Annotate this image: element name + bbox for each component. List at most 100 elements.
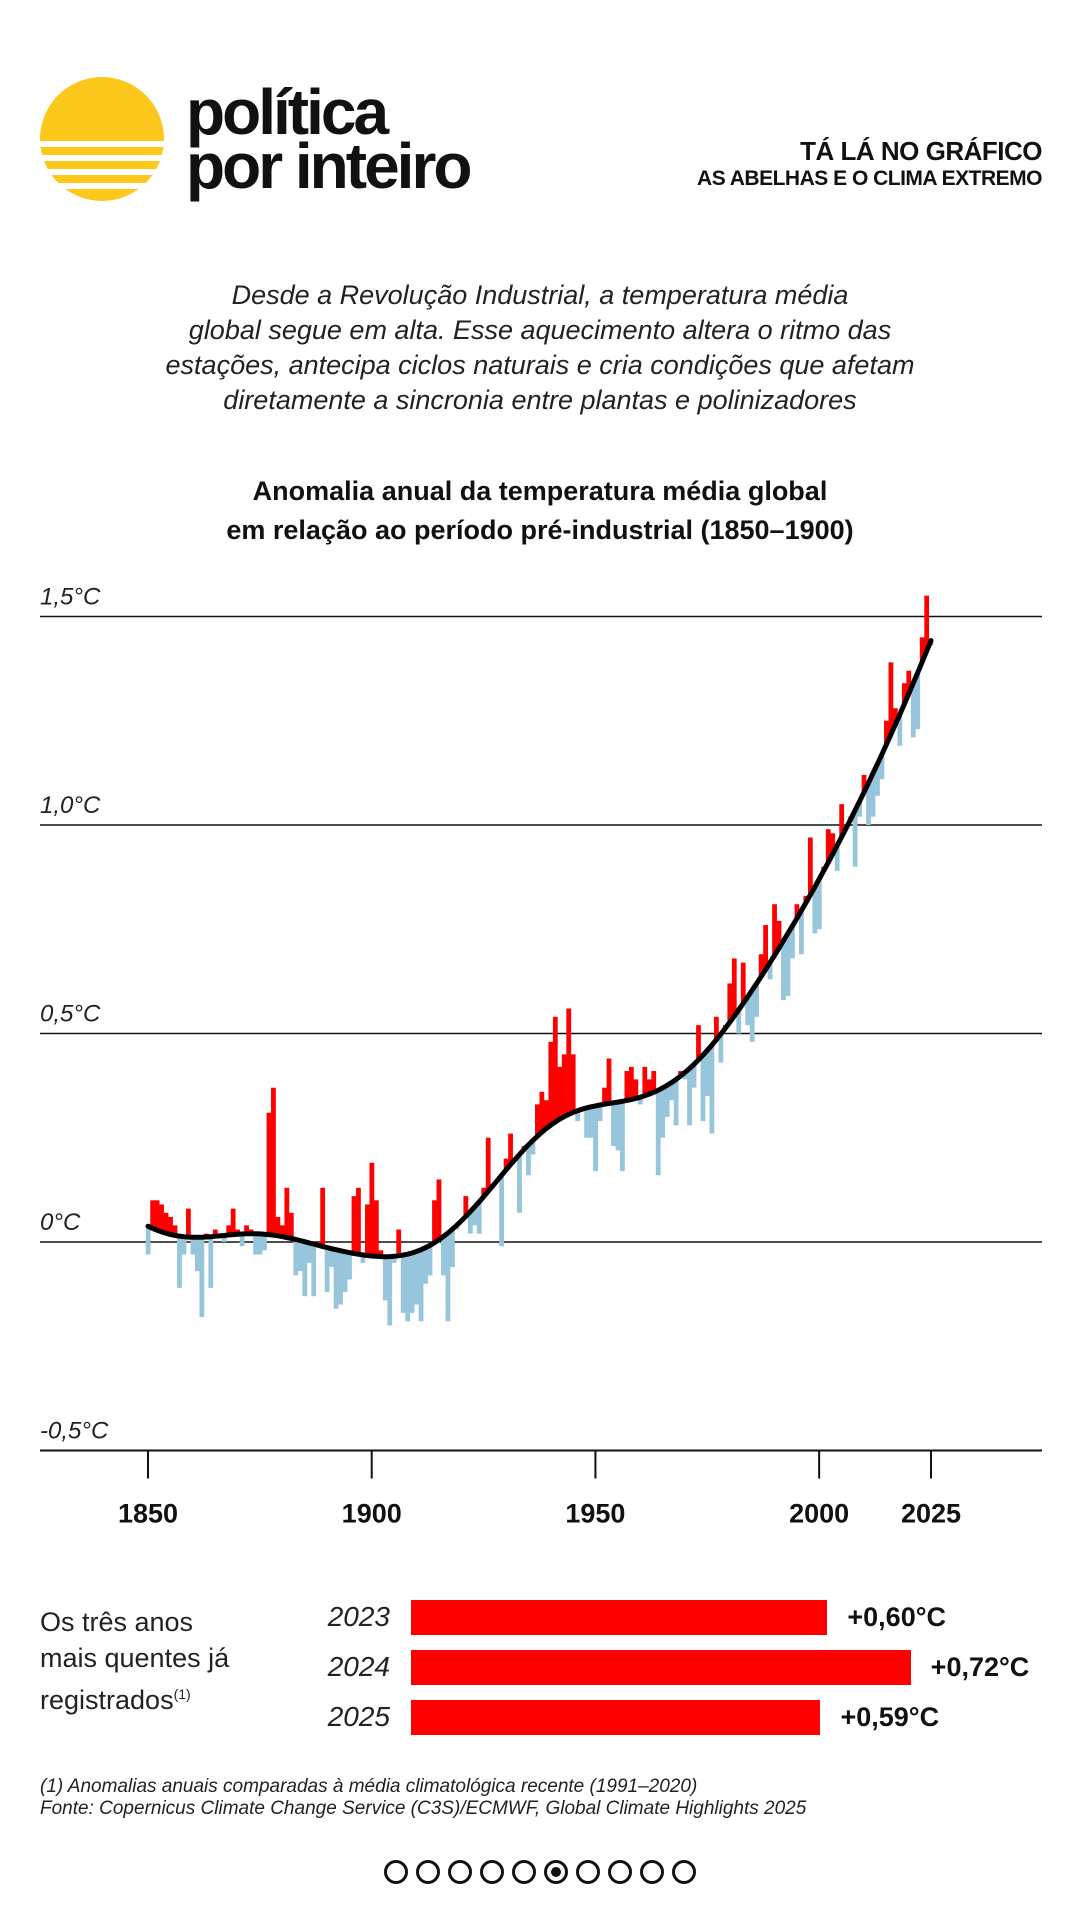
carousel-pager (0, 1860, 1080, 1884)
brand-name-line2: por inteiro (186, 130, 472, 202)
bar-1949 (588, 1106, 594, 1138)
bar-1929 (499, 1175, 505, 1247)
bar-1956 (620, 1101, 625, 1172)
hot-year-value: +0,60°C (847, 1602, 947, 1632)
bar-1904 (387, 1256, 393, 1326)
y-tick-label: 0,5°C (40, 1001, 101, 1028)
pager-dot[interactable] (448, 1860, 472, 1884)
bar-1933 (517, 1154, 522, 1213)
bar-1898 (360, 1254, 366, 1263)
pager-dot-active[interactable] (544, 1860, 568, 1884)
bar-1860 (190, 1237, 196, 1255)
bar-1902 (378, 1250, 384, 1257)
bar-1975 (705, 1050, 710, 1097)
pager-dot[interactable] (416, 1860, 440, 1884)
pager-dot[interactable] (672, 1860, 696, 1884)
pager-dot[interactable] (576, 1860, 600, 1884)
hot-year-bar-2024 (411, 1650, 911, 1685)
bar-1879 (275, 1216, 281, 1236)
bar-1867 (221, 1235, 227, 1242)
bar-1950 (593, 1105, 598, 1172)
bar-1946 (575, 1110, 581, 1122)
bar-1962 (646, 1079, 652, 1095)
bar-1883 (293, 1239, 299, 1276)
bar-1957 (624, 1071, 630, 1101)
bar-1878 (271, 1087, 276, 1236)
bar-1853 (159, 1204, 164, 1232)
bar-1981 (731, 958, 737, 1017)
chart-title-line: em relação ao período pré-industrial (18… (226, 515, 854, 545)
bar-1886 (306, 1242, 312, 1263)
bar-1930 (503, 1158, 509, 1171)
bar-1852 (154, 1200, 160, 1231)
bar-2021 (910, 683, 916, 738)
bar-1906 (396, 1229, 402, 1256)
bar-1961 (642, 1066, 648, 1096)
bar-1900 (369, 1162, 375, 1256)
bar-2004 (834, 845, 840, 871)
bar-1897 (356, 1187, 361, 1255)
bar-1850 (145, 1226, 151, 1255)
bar-2003 (830, 833, 836, 855)
bar-1943 (561, 1054, 567, 1117)
bar-2005 (839, 804, 845, 838)
bar-1958 (628, 1066, 634, 1100)
intro-line: Desde a Revolução Industrial, a temperat… (231, 280, 849, 310)
x-tick-label: 2000 (789, 1499, 849, 1529)
bar-1901 (373, 1200, 379, 1257)
bar-1983 (740, 962, 746, 1004)
bar-1974 (700, 1055, 706, 1122)
chart-title: Anomalia anual da temperatura média glob… (60, 472, 1020, 550)
pager-dot[interactable] (608, 1860, 632, 1884)
bar-1989 (767, 962, 773, 980)
bar-1982 (736, 1009, 742, 1034)
bar-1980 (727, 983, 733, 1023)
intro-line: global segue em alta. Esse aquecimento a… (188, 315, 892, 345)
bar-1992 (781, 941, 786, 1001)
bar-1996 (799, 910, 804, 955)
footnote-note: (1) Anomalias anuais comparadas à média … (40, 1776, 698, 1797)
bar-1862 (199, 1237, 205, 1318)
bar-2009 (857, 801, 862, 817)
pager-dot[interactable] (480, 1860, 504, 1884)
bar-1970 (682, 1072, 688, 1080)
bar-1977 (713, 1016, 719, 1040)
bar-2013 (875, 764, 880, 796)
bar-1909 (409, 1253, 415, 1313)
footnote: (1) Anomalias anuais comparadas à média … (40, 1776, 806, 1820)
bar-1861 (194, 1237, 200, 1272)
bar-1952 (602, 1087, 607, 1105)
pager-dot[interactable] (512, 1860, 536, 1884)
bar-1998 (807, 837, 813, 896)
bar-1887 (311, 1244, 317, 1297)
bar-1968 (673, 1079, 679, 1126)
bar-1964 (655, 1090, 661, 1176)
bar-1938 (539, 1091, 545, 1133)
pager-dot[interactable] (384, 1860, 408, 1884)
bar-1875 (257, 1233, 263, 1255)
bar-2018 (897, 714, 903, 746)
series-subtitle: AS ABELHAS E O CLIMA EXTREMO (697, 167, 1042, 190)
label-line: mais quentes já (40, 1643, 230, 1673)
bar-1923 (472, 1206, 478, 1226)
y-tick-label: 1,0°C (40, 792, 101, 819)
bar-1973 (696, 1025, 701, 1060)
bar-1864 (208, 1236, 214, 1288)
bar-1985 (749, 990, 755, 1042)
bar-1871 (239, 1234, 245, 1247)
bar-1945 (570, 1054, 576, 1113)
bar-1953 (606, 1058, 612, 1104)
bar-1954 (611, 1102, 616, 1147)
bar-1899 (365, 1204, 370, 1256)
pager-dot[interactable] (640, 1860, 664, 1884)
bar-1967 (669, 1082, 675, 1101)
bar-1903 (382, 1256, 388, 1301)
bar-1865 (212, 1229, 218, 1237)
bar-2010 (861, 774, 867, 793)
bar-1868 (226, 1225, 232, 1236)
footnote-mark: (1) (173, 1686, 191, 1702)
bar-1912 (423, 1247, 428, 1284)
bar-1855 (168, 1216, 173, 1235)
bar-1896 (351, 1196, 357, 1254)
bar-1960 (637, 1097, 643, 1105)
